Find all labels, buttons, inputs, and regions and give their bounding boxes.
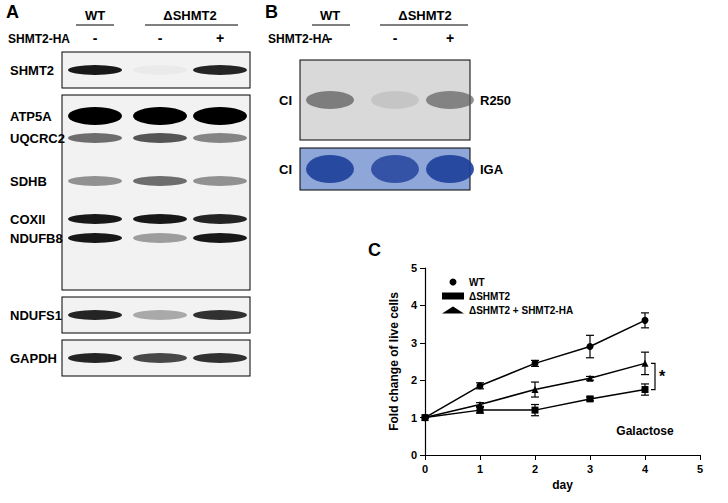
svg-text:CI: CI: [279, 162, 292, 177]
svg-text:COXII: COXII: [10, 212, 45, 227]
svg-text:3: 3: [411, 337, 417, 349]
svg-text:-: -: [93, 30, 98, 46]
svg-text:day: day: [552, 478, 573, 492]
svg-text:GAPDH: GAPDH: [10, 351, 57, 366]
svg-text:SHMT2: SHMT2: [10, 63, 54, 78]
svg-text:5: 5: [697, 463, 703, 475]
svg-text:SDHB: SDHB: [10, 174, 47, 189]
svg-text:WT: WT: [469, 277, 485, 288]
svg-text:R250: R250: [480, 93, 511, 108]
svg-text:2: 2: [411, 374, 417, 386]
svg-text:SHMT2-HA: SHMT2-HA: [8, 32, 70, 46]
svg-text:4: 4: [411, 299, 418, 311]
svg-text:1: 1: [411, 412, 417, 424]
svg-text:ΔSHMT2: ΔSHMT2: [469, 291, 511, 302]
svg-text:Galactose: Galactose: [616, 424, 674, 438]
svg-text:IGA: IGA: [480, 162, 504, 177]
svg-text:5: 5: [411, 262, 417, 274]
svg-text:A: A: [6, 2, 19, 22]
svg-text:0: 0: [411, 449, 417, 461]
svg-text:WT: WT: [85, 8, 105, 23]
svg-text:1: 1: [477, 463, 483, 475]
svg-text:*: *: [659, 368, 666, 385]
svg-text:ATP5A: ATP5A: [10, 109, 52, 124]
svg-text:+: +: [216, 30, 224, 46]
svg-text:WT: WT: [320, 8, 340, 23]
svg-text:ΔSHMT2 + SHMT2-HA: ΔSHMT2 + SHMT2-HA: [469, 305, 573, 316]
svg-text:NDUFS1: NDUFS1: [10, 308, 62, 323]
svg-text:3: 3: [587, 463, 593, 475]
svg-text:0: 0: [422, 463, 428, 475]
svg-text:-: -: [328, 30, 333, 46]
svg-text:CI: CI: [279, 93, 292, 108]
svg-text:Fold change of live cells: Fold change of live cells: [387, 292, 401, 431]
svg-text:2: 2: [532, 463, 538, 475]
svg-text:NDUFB8: NDUFB8: [10, 231, 63, 246]
svg-text:B: B: [265, 2, 278, 22]
svg-text:+: +: [446, 30, 454, 46]
svg-text:C: C: [368, 240, 381, 260]
svg-text:ΔSHMT2: ΔSHMT2: [163, 8, 216, 23]
svg-text:-: -: [158, 30, 163, 46]
svg-text:UQCRC2: UQCRC2: [10, 131, 65, 146]
svg-text:ΔSHMT2: ΔSHMT2: [398, 8, 451, 23]
svg-text:4: 4: [642, 463, 649, 475]
svg-text:SHMT2-HA: SHMT2-HA: [268, 32, 330, 46]
svg-text:-: -: [393, 30, 398, 46]
